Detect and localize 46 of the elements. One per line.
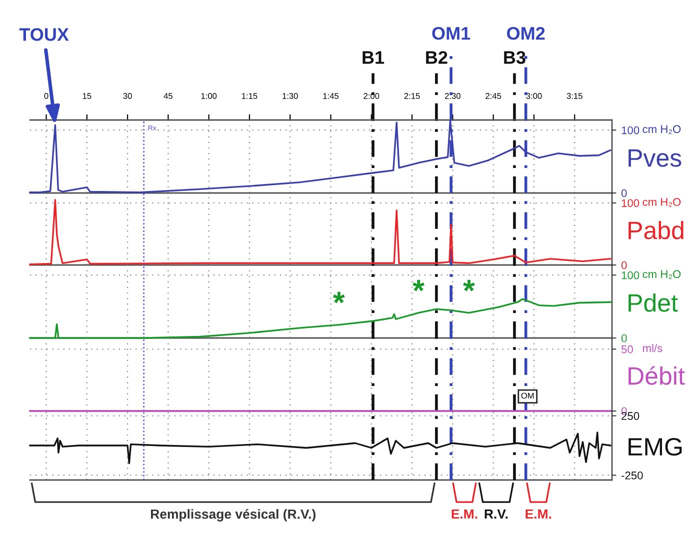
x-tick-label: 1:45 bbox=[323, 93, 339, 99]
annotation: * bbox=[333, 292, 345, 304]
text: E.M. bbox=[526, 509, 552, 519]
x-tick-label: 1:30 bbox=[282, 93, 298, 99]
x-tick-label: 2:30 bbox=[444, 93, 460, 99]
annotation: TOUX bbox=[19, 28, 69, 41]
series-label: Pabd bbox=[628, 220, 684, 240]
y-tick-label: 50 bbox=[621, 345, 633, 354]
y-tick-label: 100 bbox=[622, 199, 640, 208]
annotation: * bbox=[463, 280, 475, 292]
series-label: Pves bbox=[628, 149, 682, 167]
annotation: * bbox=[412, 280, 424, 292]
y-tick-label: -250 bbox=[622, 472, 643, 480]
y-tick-label: 0 bbox=[621, 189, 627, 198]
x-tick-label: 2:15 bbox=[404, 93, 420, 99]
x-tick-label: 3:00 bbox=[526, 93, 542, 99]
line-series bbox=[29, 120, 612, 194]
text: Remplissage vésical (R.V.) bbox=[151, 508, 316, 522]
y-axis-title: cm H₂O bbox=[642, 270, 681, 279]
x-tick-label: 30 bbox=[123, 93, 132, 99]
y-tick-label: 100 bbox=[622, 126, 640, 134]
y-axis-title: ml/s bbox=[643, 344, 662, 352]
ref-line-label: B1 bbox=[362, 51, 384, 64]
x-tick-label: 0 bbox=[44, 93, 48, 99]
y-tick-label: 100 bbox=[622, 271, 640, 280]
ref-line-label: OM2 bbox=[507, 26, 545, 40]
x-tick-label: 3:15 bbox=[566, 93, 582, 99]
x-tick-label: 15 bbox=[82, 93, 92, 99]
ref-line-label: B2 bbox=[426, 51, 448, 64]
series-label: Pdet bbox=[628, 294, 678, 312]
ref-line-label: B3 bbox=[504, 51, 526, 64]
x-tick-label: 2:45 bbox=[486, 93, 502, 99]
ref-line-label: OM1 bbox=[432, 26, 470, 40]
series-label: Débit bbox=[628, 366, 685, 385]
text: E.M. bbox=[452, 509, 478, 519]
x-tick-label: 1:00 bbox=[201, 93, 217, 99]
x-tick-label: 45 bbox=[164, 93, 172, 99]
y-tick-label: 0 bbox=[621, 334, 627, 342]
line-series bbox=[29, 198, 612, 266]
x-tick-label: 1:15 bbox=[242, 93, 258, 99]
text: R.V. bbox=[484, 509, 508, 519]
annotation: OM bbox=[521, 392, 534, 399]
series-label: EMG bbox=[628, 438, 682, 456]
y-tick-label: 0 bbox=[621, 261, 627, 270]
y-axis-title: cm H₂O bbox=[642, 125, 681, 134]
y-axis-title: cm H₂O bbox=[642, 198, 681, 207]
